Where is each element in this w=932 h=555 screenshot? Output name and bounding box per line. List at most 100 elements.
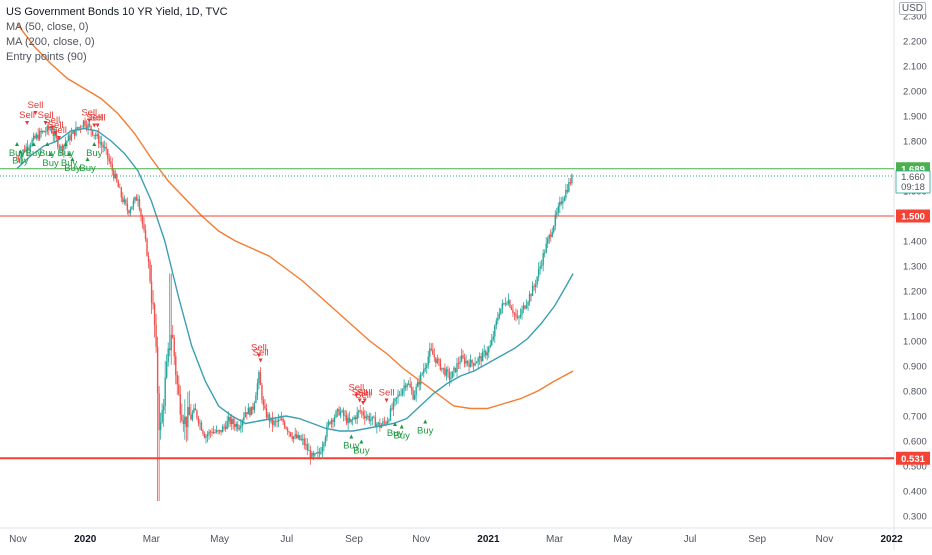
- last-price-label: 1.660: [901, 172, 925, 183]
- candle-body: [376, 424, 378, 427]
- ma50-line: [16, 127, 574, 432]
- symbol-title[interactable]: US Government Bonds 10 YR Yield, 1D, TVC: [6, 6, 228, 18]
- candle-body: [503, 303, 505, 305]
- buy-signal: Buy: [9, 142, 25, 159]
- currency-badge[interactable]: USD: [898, 2, 926, 15]
- candle-body: [397, 394, 399, 398]
- candle-body: [471, 359, 473, 364]
- candle-body: [48, 126, 50, 130]
- candle-body: [96, 134, 98, 137]
- sell-signal: Sell: [86, 113, 102, 128]
- y-tick-label: 0.400: [903, 487, 927, 498]
- candle-body: [448, 371, 451, 380]
- candle-body: [454, 367, 457, 372]
- candle-body: [351, 419, 354, 420]
- candle-body: [61, 146, 64, 151]
- candle-body: [342, 410, 345, 416]
- buy-arrow-icon: [18, 149, 23, 154]
- buy-signal: Buy: [417, 419, 434, 437]
- candle-body: [300, 439, 302, 440]
- candle-body: [368, 415, 370, 421]
- sell-signal-label: Sell: [19, 110, 35, 121]
- candle-body: [299, 435, 301, 440]
- candle-body: [506, 303, 508, 305]
- candle-body: [485, 351, 487, 356]
- candle-body: [93, 135, 95, 136]
- ma200-legend[interactable]: MA (200, close, 0): [6, 36, 95, 48]
- candle-body: [231, 418, 233, 425]
- entry-points-legend[interactable]: Entry points (90): [6, 51, 87, 63]
- candle-body: [286, 428, 289, 432]
- candle-body: [457, 363, 460, 364]
- candle-body: [388, 419, 390, 422]
- candle-body: [218, 430, 221, 432]
- candle-body: [435, 357, 437, 363]
- candle-body: [229, 416, 231, 425]
- y-tick-label: 2.100: [903, 62, 927, 73]
- candle-body: [116, 174, 118, 182]
- y-tick-label: 0.700: [903, 412, 927, 423]
- candle-body: [356, 412, 358, 420]
- x-tick-label: Sep: [345, 534, 363, 545]
- buy-signal-label: Buy: [417, 426, 434, 437]
- candle-body: [55, 132, 58, 138]
- last-price-tag-bg: [895, 170, 931, 194]
- candle-body: [153, 304, 156, 325]
- candle-body: [253, 402, 256, 410]
- candle-body: [326, 425, 328, 438]
- candle-body: [500, 308, 502, 314]
- candle-body: [49, 129, 51, 130]
- buy-arrow-icon: [45, 142, 50, 146]
- candle-body: [491, 339, 493, 346]
- buy-signal-label: Buy: [343, 441, 360, 452]
- candle-body: [507, 300, 510, 304]
- candle-body: [465, 360, 467, 364]
- candle-body: [362, 411, 364, 416]
- candle-body: [345, 415, 348, 424]
- sell-signal-label: Sell: [355, 390, 371, 401]
- candle-body: [40, 130, 42, 133]
- candle-body: [211, 432, 213, 434]
- chart-legend: US Government Bonds 10 YR Yield, 1D, TVC…: [6, 5, 228, 65]
- sell-signal: Sell: [253, 348, 269, 363]
- ma50-legend[interactable]: MA (50, close, 0): [6, 21, 89, 33]
- candle-body: [554, 214, 556, 226]
- candle-body: [43, 131, 45, 133]
- sell-arrow-icon: [357, 398, 362, 403]
- candle-body: [415, 386, 417, 396]
- candle-body: [317, 451, 319, 454]
- buy-signal: Buy: [58, 142, 74, 159]
- buy-signal: Buy: [61, 152, 78, 169]
- candle-body: [453, 367, 455, 372]
- candle-body: [128, 210, 130, 214]
- candle-body: [155, 324, 157, 347]
- candle-body: [17, 158, 20, 160]
- candle-body: [88, 123, 91, 126]
- candle-body: [341, 410, 343, 412]
- candle-body: [152, 302, 154, 305]
- candle-body: [81, 126, 83, 128]
- candle-body: [273, 420, 275, 426]
- candle-body: [258, 372, 260, 384]
- candle-body: [426, 364, 428, 368]
- candle-body: [67, 135, 70, 142]
- sell-signal-label: Sell: [51, 125, 67, 136]
- candle-body: [545, 243, 547, 253]
- candle-body: [100, 142, 103, 145]
- y-tick-label: 0.500: [903, 462, 927, 473]
- candle-body: [110, 161, 112, 164]
- candle-body: [389, 408, 392, 420]
- sell-arrow-icon: [256, 353, 261, 358]
- candle-body: [241, 420, 243, 426]
- candle-body: [280, 418, 283, 420]
- sell-arrow-icon: [57, 136, 61, 140]
- sell-signal: Sell: [48, 120, 64, 135]
- buy-arrow-icon: [423, 419, 428, 424]
- candle-body: [348, 417, 351, 422]
- candle-body: [459, 361, 461, 364]
- candle-body: [401, 389, 404, 395]
- candle-body: [60, 146, 62, 149]
- candle-body: [224, 426, 227, 429]
- candle-body: [445, 369, 448, 376]
